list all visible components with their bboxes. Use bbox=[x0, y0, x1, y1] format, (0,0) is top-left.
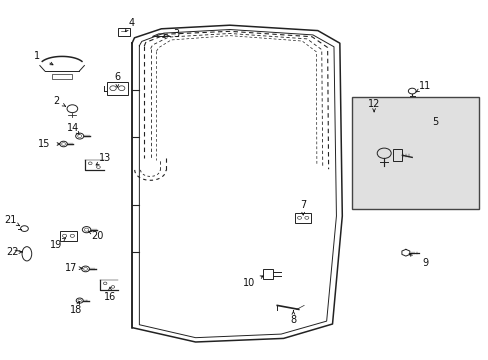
Text: 3: 3 bbox=[173, 29, 179, 39]
Text: 6: 6 bbox=[114, 72, 120, 82]
Bar bbox=[118, 28, 129, 36]
Bar bbox=[294, 213, 311, 222]
Text: 10: 10 bbox=[243, 278, 255, 288]
Text: 20: 20 bbox=[91, 231, 104, 241]
Text: 1: 1 bbox=[34, 51, 40, 61]
Text: 21: 21 bbox=[4, 215, 17, 225]
Text: 5: 5 bbox=[431, 117, 437, 127]
Text: 18: 18 bbox=[69, 305, 82, 315]
Bar bbox=[106, 82, 128, 95]
Text: 16: 16 bbox=[103, 292, 116, 302]
Bar bbox=[60, 231, 77, 241]
Text: 8: 8 bbox=[290, 315, 296, 325]
Bar bbox=[351, 97, 478, 209]
Text: 11: 11 bbox=[418, 81, 431, 91]
Text: 12: 12 bbox=[367, 99, 380, 109]
Text: 7: 7 bbox=[300, 200, 305, 210]
Text: 9: 9 bbox=[422, 258, 427, 268]
Text: 4: 4 bbox=[129, 18, 135, 28]
Text: 14: 14 bbox=[67, 123, 80, 133]
Bar bbox=[262, 269, 273, 279]
Text: 13: 13 bbox=[99, 153, 111, 163]
Text: 17: 17 bbox=[64, 263, 77, 273]
Bar bbox=[52, 74, 72, 79]
Text: 2: 2 bbox=[53, 96, 59, 106]
Bar bbox=[392, 149, 402, 162]
Text: 19: 19 bbox=[50, 240, 62, 250]
Text: 22: 22 bbox=[6, 247, 19, 257]
Text: 15: 15 bbox=[38, 139, 50, 149]
